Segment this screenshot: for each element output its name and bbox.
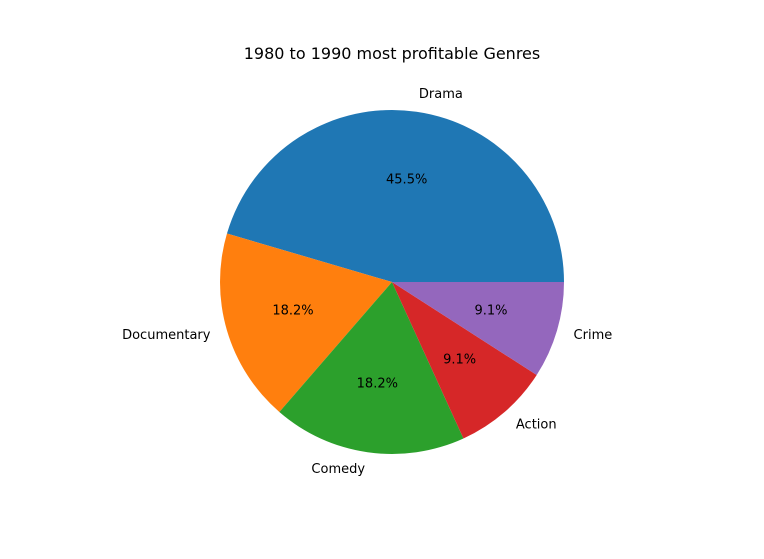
pie-labels: Drama 45.5% Documentary 18.2% Comedy 18.2% Act… <box>122 87 612 477</box>
slice-label-crime: Crime <box>574 328 613 343</box>
pie-slice-documentary <box>220 233 392 412</box>
slice-percent-drama: 45.5% <box>386 172 427 187</box>
slice-percent-crime: 9.1% <box>475 304 508 319</box>
slice-label-documentary: Documentary <box>122 328 211 343</box>
slice-percent-comedy: 18.2% <box>357 377 398 392</box>
pie-slice-drama <box>226 110 564 282</box>
pie-slices <box>220 110 564 454</box>
slice-percent-documentary: 18.2% <box>272 304 313 319</box>
pie-slice-action <box>392 282 537 439</box>
chart-title: 1980 to 1990 most profitable Genres <box>244 44 540 63</box>
slice-percent-action: 9.1% <box>443 352 476 367</box>
pie-slice-comedy <box>279 282 464 454</box>
slice-label-comedy: Comedy <box>311 462 365 477</box>
slice-label-action: Action <box>516 417 557 432</box>
pie-slice-crime <box>392 282 564 375</box>
slice-label-drama: Drama <box>419 87 463 102</box>
